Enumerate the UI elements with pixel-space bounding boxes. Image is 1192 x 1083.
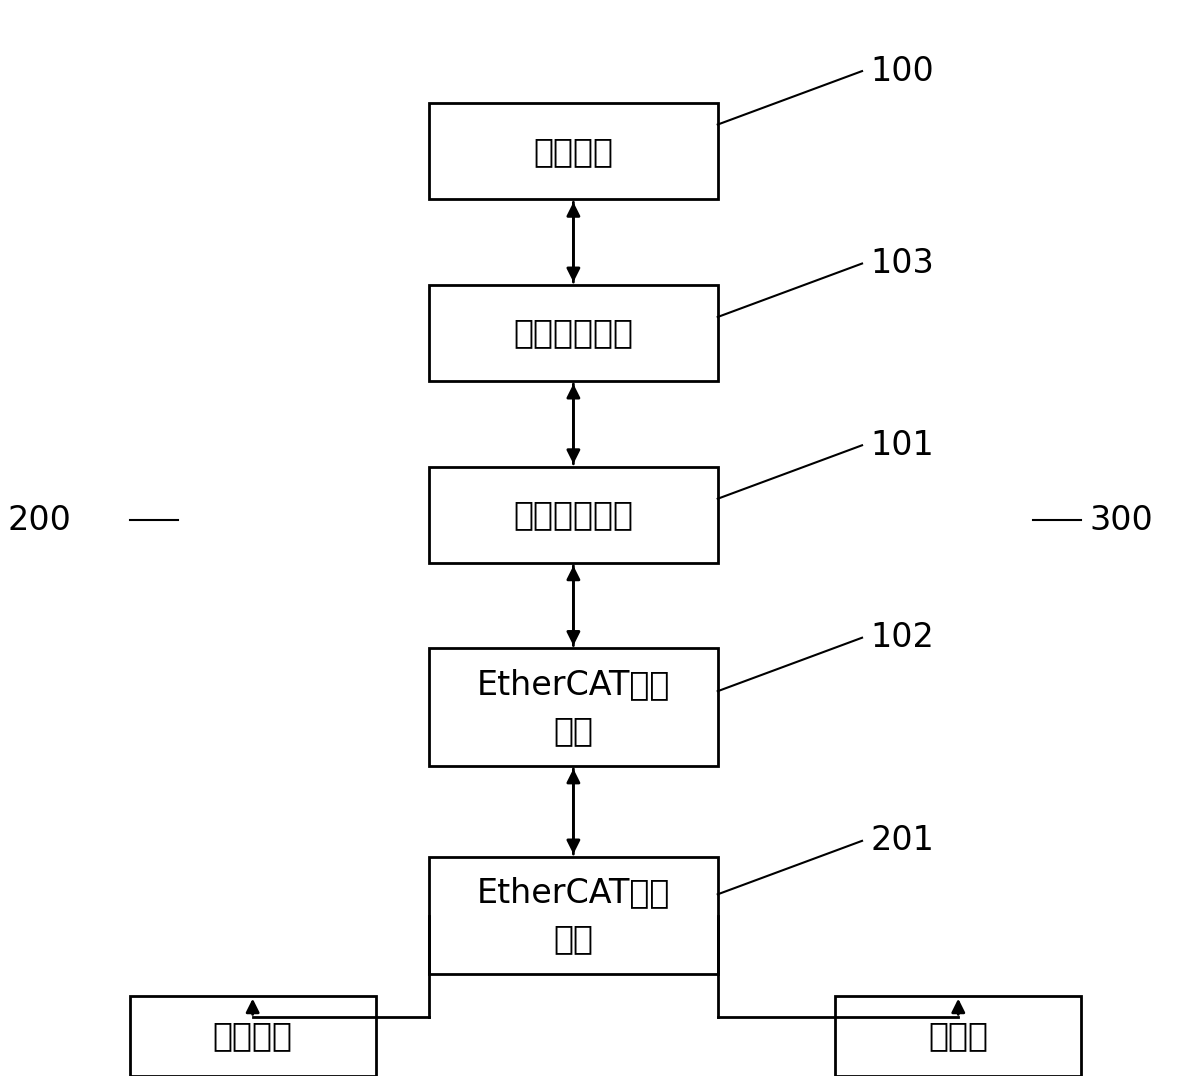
FancyBboxPatch shape — [429, 467, 718, 563]
FancyBboxPatch shape — [429, 103, 718, 199]
FancyBboxPatch shape — [836, 996, 1081, 1077]
Text: EtherCAT从站
模块: EtherCAT从站 模块 — [477, 876, 670, 955]
Text: EtherCAT主站
模块: EtherCAT主站 模块 — [477, 668, 670, 746]
Text: 201: 201 — [870, 824, 935, 858]
Text: 通信处理模块: 通信处理模块 — [514, 498, 633, 532]
FancyBboxPatch shape — [429, 649, 718, 766]
Text: 101: 101 — [870, 429, 935, 461]
Text: 100: 100 — [870, 54, 935, 88]
Text: 102: 102 — [870, 622, 935, 654]
Text: 103: 103 — [870, 247, 935, 280]
Text: 300: 300 — [1089, 504, 1154, 536]
FancyBboxPatch shape — [429, 857, 718, 975]
Text: 驱动器: 驱动器 — [929, 1019, 988, 1053]
Text: 主控制器: 主控制器 — [533, 134, 614, 168]
Text: 子控制器: 子控制器 — [212, 1019, 293, 1053]
FancyBboxPatch shape — [429, 285, 718, 381]
Text: 200: 200 — [7, 504, 70, 536]
Text: 共享内存模块: 共享内存模块 — [514, 316, 633, 350]
FancyBboxPatch shape — [130, 996, 375, 1077]
